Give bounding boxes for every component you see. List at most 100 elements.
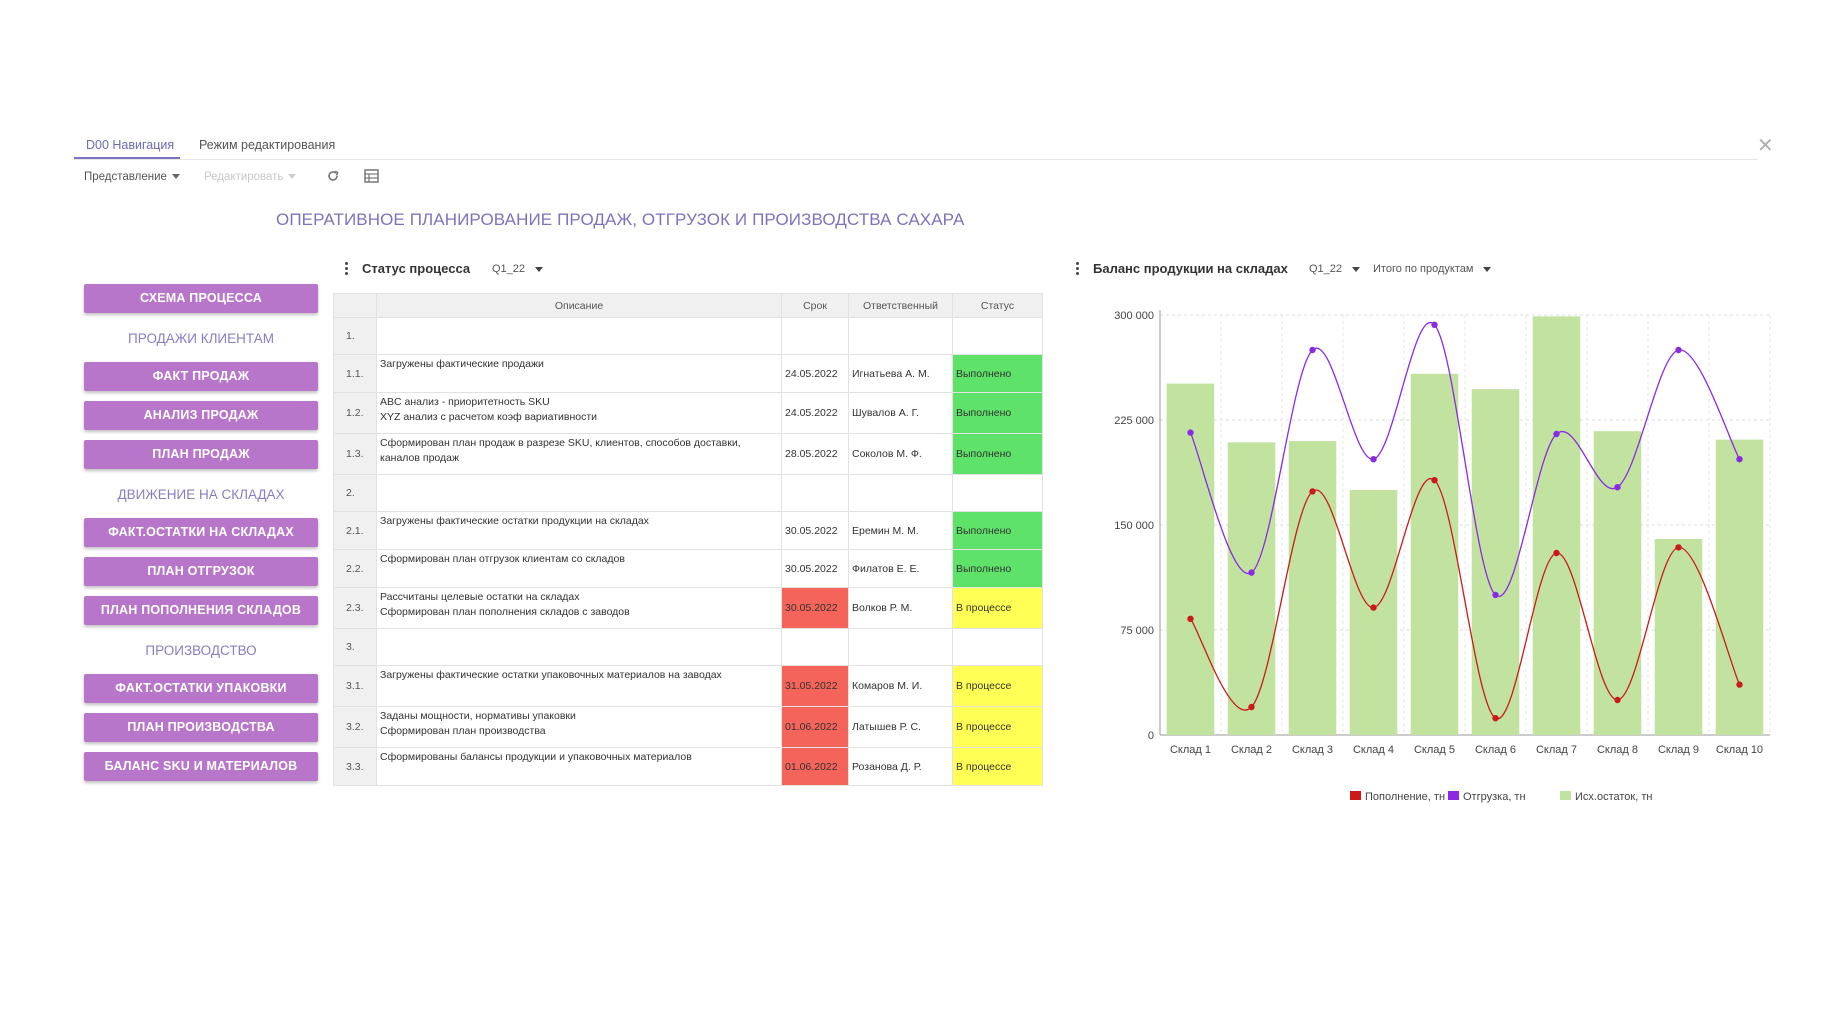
production-plan-button[interactable]: ПЛАН ПРОИЗВОДСТВА: [84, 713, 318, 742]
row-responsible: Филатов Е. Е.: [848, 549, 953, 588]
data-point[interactable]: [1248, 703, 1255, 711]
bar[interactable]: [1715, 439, 1764, 735]
balance-period-select[interactable]: Q1_22: [1309, 263, 1361, 275]
table-row[interactable]: 3.2. Заданы мощности, нормативы упаковки …: [333, 706, 1043, 748]
bar[interactable]: [1166, 383, 1215, 735]
column-header-responsible[interactable]: Ответственный: [848, 293, 953, 318]
data-point[interactable]: [1675, 346, 1682, 354]
sales-plan-button[interactable]: ПЛАН ПРОДАЖ: [84, 440, 318, 469]
table-group-row[interactable]: 2.: [333, 474, 1043, 512]
process-scheme-button[interactable]: СХЕМА ПРОЦЕССА: [84, 284, 318, 313]
data-point[interactable]: [1309, 488, 1316, 495]
replenishment-plan-button[interactable]: ПЛАН ПОПОЛНЕНИЯ СКЛАДОВ: [84, 596, 318, 625]
bar[interactable]: [1349, 490, 1398, 735]
data-point[interactable]: [1370, 604, 1377, 611]
data-point[interactable]: [1492, 591, 1499, 599]
product-total-select[interactable]: Итого по продуктам: [1373, 263, 1492, 275]
column-header-deadline[interactable]: Срок: [781, 293, 849, 318]
column-header-status[interactable]: Статус: [952, 293, 1043, 318]
data-point[interactable]: [1675, 544, 1682, 551]
packaging-fact-button[interactable]: ФАКТ.ОСТАТКИ УПАКОВКИ: [84, 674, 318, 703]
y-tick-label: 300 000: [1114, 310, 1154, 322]
row-description: Рассчитаны целевые остатки на складах Сф…: [376, 587, 782, 629]
row-number: 1.2.: [333, 392, 377, 434]
production-section-heading: ПРОИЗВОДСТВО: [145, 643, 257, 658]
row-deadline: 28.05.2022: [781, 433, 849, 475]
row-status: В процессе: [952, 665, 1043, 707]
row-number: 2.3.: [333, 587, 377, 629]
row-number: 1.3.: [333, 433, 377, 475]
y-tick-label: 150 000: [1114, 520, 1154, 532]
stock-fact-button[interactable]: ФАКТ.ОСТАТКИ НА СКЛАДАХ: [84, 518, 318, 547]
table-row[interactable]: 1.2. ABC анализ - приоритетность SKU XYZ …: [333, 392, 1043, 434]
table-row[interactable]: 1.3. Сформирован план продаж в разрезе SK…: [333, 433, 1043, 475]
table-view-icon[interactable]: [364, 169, 379, 186]
refresh-icon[interactable]: [326, 169, 340, 186]
table-row[interactable]: 3.3. Сформированы балансы продукции и упа…: [333, 747, 1043, 786]
column-header-description[interactable]: Описание: [376, 293, 782, 318]
data-point[interactable]: [1492, 715, 1499, 722]
row-description: Заданы мощности, нормативы упаковки Сфор…: [376, 706, 782, 748]
bar[interactable]: [1410, 373, 1459, 735]
table-row[interactable]: 3.1. Загружены фактические остатки упаков…: [333, 665, 1043, 707]
data-point[interactable]: [1431, 321, 1438, 328]
balance-menu-icon[interactable]: [1076, 262, 1080, 277]
sales-section-heading: ПРОДАЖИ КЛИЕНТАМ: [128, 331, 274, 346]
x-tick-label: Склад 5: [1414, 744, 1455, 756]
table-row[interactable]: 2.2. Сформирован план отгрузок клиентам с…: [333, 549, 1043, 588]
table-group-row[interactable]: 1.: [333, 317, 1043, 355]
chevron-down-icon: [171, 174, 180, 180]
table-row[interactable]: 2.3. Рассчитаны целевые остатки на склада…: [333, 587, 1043, 629]
x-tick-label: Склад 3: [1292, 744, 1333, 756]
bar[interactable]: [1471, 389, 1520, 735]
column-header-number: [333, 293, 377, 318]
bar[interactable]: [1654, 539, 1703, 735]
row-status: Выполнено: [952, 354, 1043, 393]
table-row[interactable]: 1.1. Загружены фактические продажи 24.05.2…: [333, 354, 1043, 393]
data-point[interactable]: [1553, 549, 1560, 557]
edit-dropdown[interactable]: Редактировать: [204, 171, 297, 183]
legend-label[interactable]: Пополнение, тн: [1365, 791, 1445, 803]
table-group-row[interactable]: 3.: [333, 628, 1043, 666]
shipment-plan-button[interactable]: ПЛАН ОТГРУЗОК: [84, 557, 318, 586]
bar[interactable]: [1532, 316, 1581, 735]
chevron-down-icon: [1352, 266, 1361, 272]
row-responsible: Шувалов А. Г.: [848, 392, 953, 434]
row-responsible: Комаров М. И.: [848, 665, 953, 707]
data-point[interactable]: [1553, 430, 1560, 438]
data-point[interactable]: [1248, 569, 1255, 576]
data-point[interactable]: [1614, 696, 1621, 704]
y-tick-label: 75 000: [1120, 625, 1154, 637]
balance-sku-button[interactable]: БАЛАНС SKU И МАТЕРИАЛОВ: [84, 752, 318, 781]
view-dropdown[interactable]: Представление: [84, 171, 180, 183]
tab-edit-mode[interactable]: Режим редактирования: [199, 138, 336, 152]
balance-chart: 0 75 000 150 000 225 000 300 000 Склад 1 Склад…: [1114, 310, 1771, 803]
tab-bar: D00 Навигация Режим редактирования: [74, 131, 1758, 160]
data-point[interactable]: [1614, 484, 1621, 491]
bar[interactable]: [1593, 431, 1642, 735]
bar[interactable]: [1288, 441, 1337, 735]
table-row[interactable]: 2.1. Загружены фактические остатки продук…: [333, 511, 1043, 550]
close-icon[interactable]: ✕: [1757, 135, 1774, 157]
status-period-select[interactable]: Q1_22: [492, 263, 544, 275]
row-responsible: [848, 317, 953, 355]
legend-label[interactable]: Исх.остаток, тн: [1575, 791, 1652, 803]
data-point[interactable]: [1431, 477, 1438, 484]
bar[interactable]: [1227, 442, 1276, 735]
data-point[interactable]: [1187, 615, 1194, 622]
data-point[interactable]: [1370, 456, 1377, 463]
data-point[interactable]: [1187, 429, 1194, 436]
data-point[interactable]: [1736, 681, 1743, 688]
row-responsible: [848, 474, 953, 512]
legend-label[interactable]: Отгрузка, тн: [1463, 791, 1526, 803]
row-status: [952, 628, 1043, 666]
row-description: Загружены фактические остатки продукции …: [376, 511, 782, 550]
row-number: 2.: [333, 474, 377, 512]
row-number: 3.2.: [333, 706, 377, 748]
sales-analysis-button[interactable]: АНАЛИЗ ПРОДАЖ: [84, 401, 318, 430]
data-point[interactable]: [1309, 346, 1316, 354]
status-menu-icon[interactable]: [345, 262, 349, 277]
tab-navigation[interactable]: D00 Навигация: [86, 138, 175, 152]
sales-fact-button[interactable]: ФАКТ ПРОДАЖ: [84, 362, 318, 391]
data-point[interactable]: [1736, 456, 1743, 463]
